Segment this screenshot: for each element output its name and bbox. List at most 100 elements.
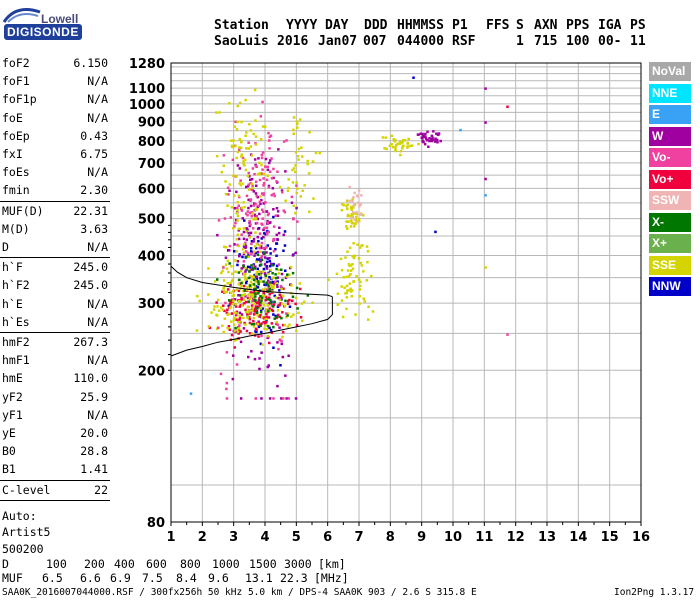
data-point-vo — [272, 282, 276, 286]
header-value: SaoLuis — [214, 34, 269, 49]
data-point-x — [259, 295, 262, 298]
data-point-vo — [260, 241, 264, 245]
data-point-sse — [394, 149, 397, 153]
param-row: h`F 245.0 — [2, 260, 108, 278]
data-point-vo — [260, 192, 264, 195]
data-point-sse — [349, 269, 353, 272]
param-value: N/A — [87, 314, 108, 329]
data-point-x — [256, 253, 260, 257]
x-tick-label: 12 — [507, 530, 525, 545]
data-point-sse — [300, 146, 303, 149]
data-point-sse — [396, 142, 400, 146]
data-point-w — [432, 130, 435, 133]
data-point-w — [248, 175, 251, 178]
data-point-sse — [351, 289, 354, 292]
data-point-sse — [358, 295, 361, 298]
data-point-vo — [223, 217, 227, 220]
data-point-sse — [286, 325, 290, 328]
data-point-w — [249, 204, 253, 208]
data-point-vo — [290, 195, 294, 199]
data-point-vo — [278, 293, 282, 297]
data-point-sse — [226, 204, 229, 207]
data-point-x — [228, 262, 231, 265]
data-point-vo — [285, 312, 288, 315]
data-point-sse — [341, 315, 345, 319]
data-point-sse — [250, 275, 254, 278]
data-point-vo — [268, 296, 271, 300]
data-point-vo — [285, 139, 288, 142]
data-point-sse — [242, 289, 245, 293]
data-point-sse — [312, 197, 315, 200]
data-point-sse — [256, 314, 259, 317]
data-point-sse — [239, 101, 242, 105]
data-point-w — [269, 159, 272, 162]
data-point-vo — [245, 329, 249, 333]
data-point-x — [265, 281, 268, 285]
param-row: B0 28.8 — [2, 444, 108, 462]
data-point-sse — [258, 161, 261, 165]
data-point-nnw — [268, 276, 271, 279]
data-point-x — [256, 292, 260, 295]
data-point-nnw — [247, 254, 250, 257]
data-point-vo — [270, 193, 273, 197]
data-point-vo — [255, 214, 258, 218]
data-point-sse — [221, 269, 224, 273]
data-point-vo — [222, 154, 226, 157]
param-name: B0 — [2, 444, 16, 459]
data-point-vo — [243, 302, 246, 305]
data-point-x — [269, 301, 272, 305]
data-point-sse — [249, 285, 253, 289]
param-row: C-level 22 — [2, 483, 108, 501]
header-label: FFS — [486, 18, 510, 33]
data-point-sse — [232, 323, 236, 326]
data-point-sse — [233, 311, 237, 314]
data-point-vo — [260, 334, 263, 338]
param-row: h`Es N/A — [2, 315, 108, 333]
data-point-x — [280, 268, 283, 271]
data-point-sse — [233, 329, 236, 333]
param-value: N/A — [87, 353, 108, 368]
data-point-sse — [301, 189, 304, 192]
data-point-w — [436, 132, 439, 136]
data-point-sse — [292, 167, 296, 170]
data-point-sse — [235, 311, 238, 315]
param-divider — [0, 257, 110, 259]
data-point-sse — [352, 222, 355, 225]
data-point-x — [255, 311, 259, 314]
data-point-w — [276, 238, 279, 241]
data-point-vo — [268, 135, 271, 139]
data-point-sse — [390, 142, 393, 146]
data-point-sse — [223, 317, 227, 320]
data-point-sse — [246, 306, 250, 309]
data-point-sse — [195, 329, 199, 332]
data-point-sse — [243, 293, 246, 296]
data-point-vo — [260, 153, 264, 157]
data-point-sse — [250, 309, 254, 313]
data-point-nnw — [243, 219, 246, 222]
legend-item-vo: Vo+ — [649, 169, 691, 189]
data-point-w — [248, 221, 251, 225]
data-point-w — [238, 167, 242, 170]
data-point-sse — [349, 214, 352, 218]
data-point-sse — [417, 142, 420, 146]
autoscale-info: Auto: — [2, 508, 37, 523]
data-point-vo — [272, 167, 275, 171]
data-point-nnw — [233, 250, 236, 253]
data-point-sse — [255, 208, 259, 211]
data-point-vo — [251, 184, 254, 187]
data-point-vo — [225, 351, 229, 354]
data-point-nnw — [255, 246, 258, 250]
data-point-ssw — [353, 218, 356, 221]
data-point-isolated — [484, 177, 487, 181]
data-point-sse — [237, 300, 241, 303]
data-point-nnw — [265, 265, 269, 268]
data-point-sse — [393, 140, 397, 143]
data-point-w — [253, 213, 257, 217]
data-point-w — [252, 190, 256, 193]
data-point-sse — [234, 259, 237, 262]
data-point-sse — [272, 276, 275, 279]
param-name: M(D) — [2, 221, 30, 236]
data-point-sse — [314, 151, 318, 155]
data-point-w — [276, 214, 280, 217]
data-point-w — [256, 235, 259, 239]
